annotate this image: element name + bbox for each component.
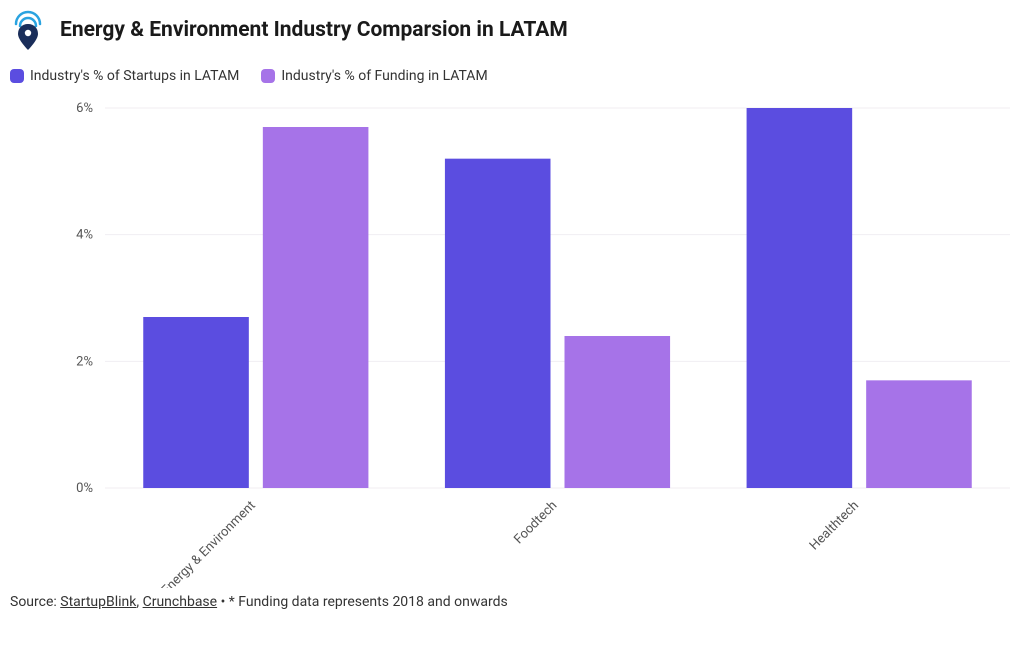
source-link-startupblink[interactable]: StartupBlink — [60, 594, 136, 610]
svg-text:2%: 2% — [76, 354, 93, 369]
bar-chart: 0% 2% 4% 6% Energy & Environment Foodtech Heal… — [10, 98, 1010, 588]
footer-suffix: • * Funding data represents 2018 and onw… — [217, 594, 508, 610]
category-label: Healthtech — [807, 498, 862, 553]
startupblink-logo — [10, 10, 46, 50]
chart-area: 0% 2% 4% 6% Energy & Environment Foodtech Heal… — [10, 98, 1010, 588]
legend-item-startups: Industry's % of Startups in LATAM — [10, 68, 239, 84]
legend-item-funding: Industry's % of Funding in LATAM — [261, 68, 487, 84]
legend-swatch-startups — [10, 69, 24, 83]
svg-text:4%: 4% — [76, 228, 93, 243]
footer-source: Source: StartupBlink, Crunchbase • * Fun… — [10, 594, 1010, 610]
header: Energy & Environment Industry Comparsion… — [10, 10, 1010, 50]
legend: Industry's % of Startups in LATAM Indust… — [10, 68, 1010, 84]
legend-label-startups: Industry's % of Startups in LATAM — [30, 68, 239, 84]
page-title: Energy & Environment Industry Comparsion… — [60, 18, 568, 42]
footer-prefix: Source: — [10, 594, 60, 610]
category-label: Foodtech — [511, 498, 560, 547]
legend-swatch-funding — [261, 69, 275, 83]
svg-text:0%: 0% — [76, 481, 93, 496]
svg-text:6%: 6% — [76, 101, 93, 116]
legend-label-funding: Industry's % of Funding in LATAM — [281, 68, 487, 84]
source-link-crunchbase[interactable]: Crunchbase — [143, 594, 217, 610]
category-label: Energy & Environment — [159, 498, 259, 588]
